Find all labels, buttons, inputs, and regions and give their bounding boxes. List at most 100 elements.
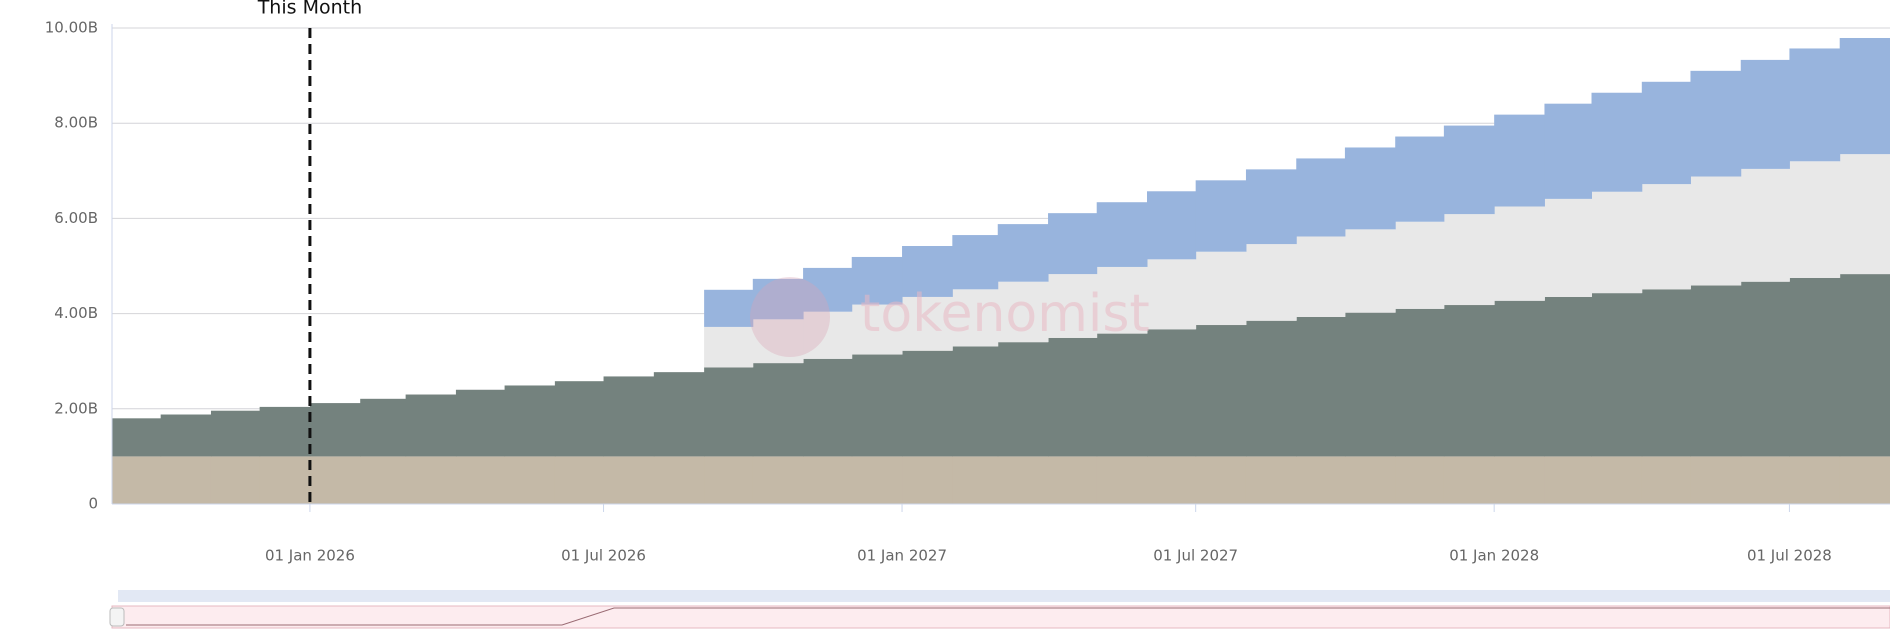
area-step — [952, 346, 999, 457]
area-step — [160, 414, 212, 457]
area-step — [1245, 456, 1297, 504]
area-step — [112, 418, 162, 457]
area-step — [1048, 456, 1098, 504]
area-step — [803, 311, 853, 359]
watermark-logo — [750, 277, 830, 357]
area-step — [1096, 202, 1148, 267]
area-step — [1789, 277, 1841, 457]
area-step — [851, 456, 903, 504]
x-tick-label: 01 Jan 2027 — [857, 547, 947, 565]
area-step — [1690, 70, 1742, 177]
area-step — [1641, 289, 1691, 457]
annotation-label: This Month — [257, 0, 362, 19]
area-step — [1195, 325, 1247, 457]
area-step — [851, 256, 903, 305]
area-step — [259, 456, 311, 504]
area-step — [603, 376, 655, 457]
area-step — [752, 278, 804, 320]
area-step — [1344, 147, 1396, 230]
area-step — [1591, 92, 1643, 192]
area-step — [1245, 320, 1297, 457]
plot-area: tokenomist — [112, 27, 1890, 505]
x-tick-label: 01 Jan 2026 — [265, 547, 355, 565]
area-step — [653, 456, 705, 504]
area-step — [112, 456, 162, 504]
area-step — [1147, 329, 1197, 457]
x-tick-label: 01 Jul 2028 — [1747, 547, 1832, 565]
x-tick-label: 01 Jul 2026 — [561, 547, 646, 565]
area-step — [360, 398, 407, 457]
area-step — [1296, 316, 1346, 457]
area-step — [1494, 456, 1545, 504]
area-step — [1147, 456, 1197, 504]
area-step — [902, 456, 953, 504]
area-step — [1195, 456, 1247, 504]
area-step — [309, 403, 361, 457]
y-tick-label: 0 — [88, 495, 98, 513]
area-step — [1641, 184, 1691, 290]
area-step — [1395, 308, 1445, 457]
area-step — [1789, 48, 1841, 162]
area-step — [902, 350, 953, 457]
navigator-handle[interactable] — [109, 607, 125, 627]
area-step — [160, 456, 212, 504]
area-step — [1443, 456, 1495, 504]
area-step — [1395, 221, 1445, 309]
area-step — [259, 406, 311, 457]
area-step — [997, 281, 1049, 343]
area-step — [1443, 305, 1495, 457]
area-step — [1344, 312, 1396, 457]
area-step — [405, 456, 457, 504]
area-step — [1591, 191, 1643, 294]
area-step — [1344, 456, 1396, 504]
area-step — [455, 389, 506, 457]
area-step — [1839, 154, 1890, 275]
area-step — [1494, 300, 1545, 457]
area-step — [1395, 456, 1445, 504]
area-step — [603, 456, 655, 504]
area-step — [851, 304, 903, 355]
area-step — [752, 363, 804, 457]
area-step — [752, 319, 804, 364]
area-step — [360, 456, 407, 504]
area-step — [1544, 296, 1593, 457]
area-step — [1740, 168, 1790, 282]
area-step — [504, 385, 556, 457]
area-step — [752, 456, 804, 504]
area-step — [997, 456, 1049, 504]
watermark: tokenomist — [860, 284, 1150, 344]
area-step — [704, 367, 754, 457]
navigator[interactable] — [109, 590, 1890, 629]
area-step — [554, 456, 605, 504]
area-step — [704, 456, 754, 504]
area-step — [997, 342, 1049, 457]
navigator-scrollbar[interactable] — [118, 590, 1890, 602]
area-step — [803, 358, 853, 457]
area-step — [1690, 456, 1742, 504]
area-step — [1591, 456, 1643, 504]
area-step — [1690, 285, 1742, 457]
area-step — [1839, 274, 1890, 457]
area-step — [1494, 114, 1545, 207]
area-step — [952, 456, 999, 504]
y-tick-label: 6.00B — [54, 209, 98, 227]
area-step — [1048, 274, 1098, 338]
area-step — [704, 326, 754, 368]
area-step — [1839, 37, 1890, 155]
area-step — [210, 456, 261, 504]
area-step — [1296, 236, 1346, 317]
area-step — [952, 289, 999, 347]
area-step — [1789, 456, 1841, 504]
area-step — [455, 456, 506, 504]
area-step — [210, 410, 261, 457]
area-step — [554, 381, 605, 457]
area-step — [1195, 180, 1247, 252]
area-step — [1740, 456, 1790, 504]
area-step — [851, 354, 903, 457]
area-step — [902, 296, 953, 351]
area-step — [1789, 161, 1841, 278]
area-step — [1096, 456, 1148, 504]
area-step — [1544, 198, 1593, 297]
area-step — [1344, 229, 1396, 313]
